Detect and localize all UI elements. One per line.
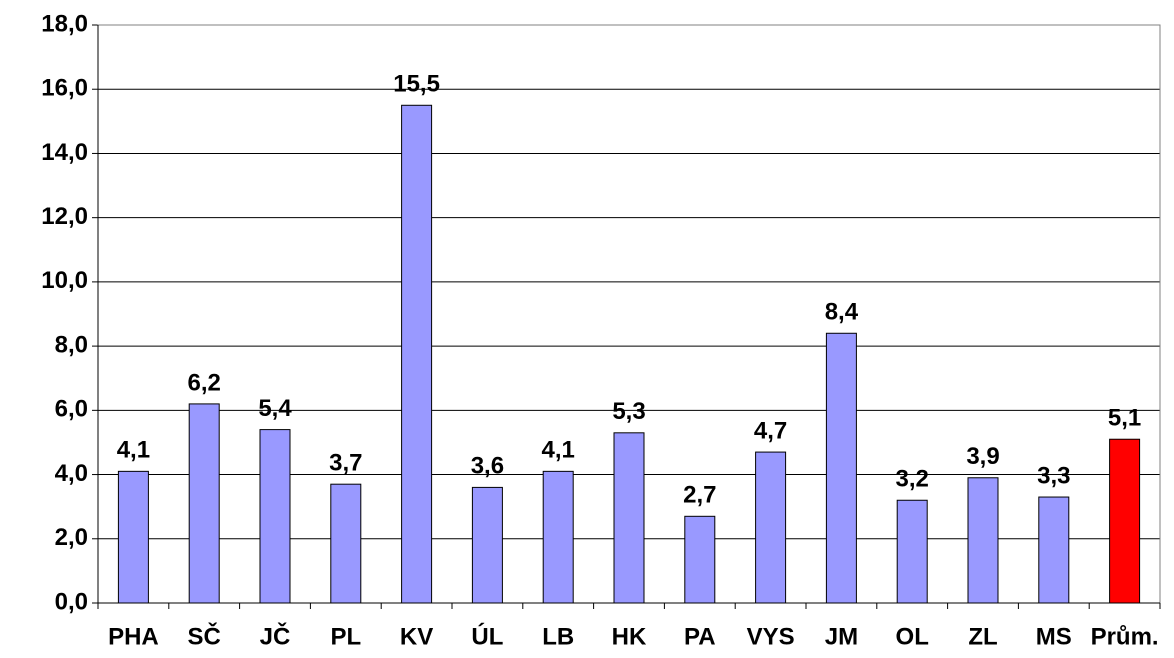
x-tick-label: KV bbox=[400, 623, 433, 650]
x-tick-label: PA bbox=[684, 623, 716, 650]
y-tick-label: 10,0 bbox=[41, 267, 88, 294]
bar bbox=[330, 483, 362, 604]
y-tick-label: 6,0 bbox=[55, 396, 88, 423]
bar bbox=[259, 429, 291, 604]
x-tick-label: VYS bbox=[747, 623, 795, 650]
bar bbox=[684, 515, 716, 604]
value-label: 6,2 bbox=[188, 369, 221, 396]
value-label: 15,5 bbox=[393, 71, 440, 98]
bar bbox=[825, 332, 857, 604]
value-label: 5,3 bbox=[612, 398, 645, 425]
bar bbox=[1109, 438, 1141, 604]
x-tick-label: ZL bbox=[968, 623, 997, 650]
x-tick-label: JČ bbox=[260, 622, 291, 650]
bar bbox=[471, 486, 503, 604]
y-tick-label: 2,0 bbox=[55, 524, 88, 551]
x-tick-label: JM bbox=[825, 623, 858, 650]
value-label: 4,7 bbox=[754, 417, 787, 444]
y-tick-label: 18,0 bbox=[41, 10, 88, 37]
y-tick-label: 16,0 bbox=[41, 75, 88, 102]
bar bbox=[542, 470, 574, 604]
y-tick-label: 12,0 bbox=[41, 203, 88, 230]
value-label: 3,2 bbox=[896, 466, 929, 493]
x-tick-label: PHA bbox=[108, 623, 159, 650]
bar bbox=[896, 499, 928, 604]
value-label: 3,7 bbox=[329, 450, 362, 477]
bar bbox=[967, 477, 999, 604]
value-label: 3,3 bbox=[1037, 462, 1070, 489]
value-label: 4,1 bbox=[542, 437, 575, 464]
x-tick-label: PL bbox=[330, 623, 361, 650]
value-label: 3,9 bbox=[966, 443, 999, 470]
x-tick-label: OL bbox=[896, 623, 929, 650]
x-tick-label: HK bbox=[612, 623, 647, 650]
value-label: 2,7 bbox=[683, 482, 716, 509]
x-tick-label: Prům. bbox=[1091, 623, 1159, 650]
y-tick-label: 14,0 bbox=[41, 139, 88, 166]
value-label: 4,1 bbox=[117, 437, 150, 464]
value-label: 3,6 bbox=[471, 453, 504, 480]
y-tick-label: 4,0 bbox=[55, 460, 88, 487]
y-tick-label: 8,0 bbox=[55, 331, 88, 358]
value-label: 5,1 bbox=[1108, 405, 1141, 432]
bar bbox=[613, 432, 645, 604]
value-label: 8,4 bbox=[825, 299, 859, 326]
bar bbox=[755, 451, 787, 604]
x-tick-label: MS bbox=[1036, 623, 1072, 650]
x-tick-label: LB bbox=[542, 623, 574, 650]
bar bbox=[1038, 496, 1070, 604]
bar bbox=[117, 470, 149, 604]
bar bbox=[188, 403, 220, 604]
y-tick-label: 0,0 bbox=[55, 588, 88, 615]
x-tick-label: SČ bbox=[188, 622, 221, 650]
x-tick-label: ÚL bbox=[471, 622, 503, 650]
bar bbox=[401, 104, 433, 604]
value-label: 5,4 bbox=[258, 395, 292, 422]
